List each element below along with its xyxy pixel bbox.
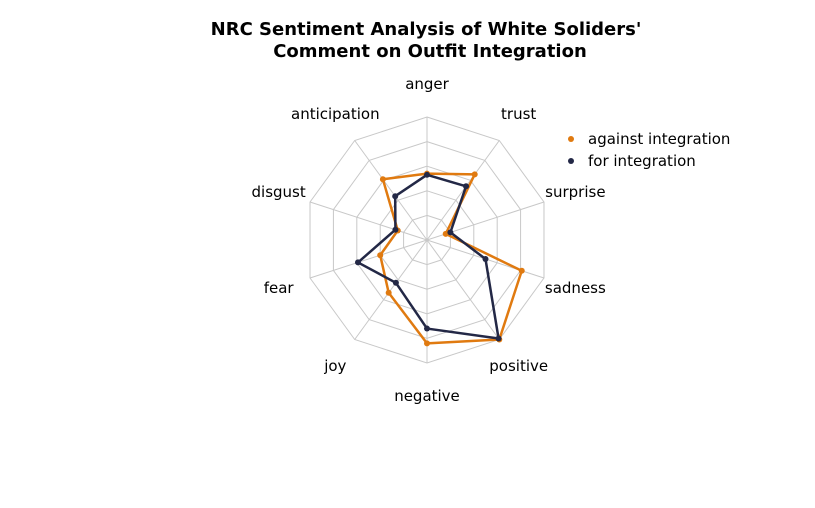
point-for-integration-trust xyxy=(463,183,470,190)
point-against-integration-sadness xyxy=(518,267,525,274)
point-for-integration-negative xyxy=(424,325,430,332)
point-for-integration-joy xyxy=(392,279,399,286)
radar-axis-labels: anger trust surprise sadness positive negativ… xyxy=(252,75,606,405)
point-against-integration-joy xyxy=(385,289,392,296)
chart-title-line-1: NRC Sentiment Analysis of White Soliders… xyxy=(211,19,642,40)
spoke-positive xyxy=(426,239,500,340)
radar-grid xyxy=(309,116,545,364)
point-for-integration-anticipation xyxy=(392,193,399,200)
point-against-integration-trust xyxy=(471,171,478,178)
radar-series xyxy=(354,170,525,347)
spoke-trust xyxy=(426,140,500,241)
point-for-integration-fear xyxy=(354,259,361,266)
axis-label-anger: anger xyxy=(405,75,449,93)
axis-label-positive: positive xyxy=(489,357,548,375)
point-against-integration-negative xyxy=(424,340,430,347)
axis-label-joy: joy xyxy=(323,357,346,375)
axis-label-anticipation: anticipation xyxy=(291,105,380,123)
point-against-integration-fear xyxy=(377,252,384,259)
axis-label-surprise: surprise xyxy=(545,183,605,201)
axis-label-fear: fear xyxy=(264,279,295,297)
spoke-disgust xyxy=(309,201,428,241)
point-for-integration-disgust xyxy=(392,226,399,233)
spoke-fear xyxy=(309,239,428,279)
legend-label-for-integration: for integration xyxy=(588,152,696,170)
point-for-integration-surprise xyxy=(447,229,454,236)
spoke-anticipation xyxy=(354,140,428,241)
chart-title-line-2: Comment on Outfit Integration xyxy=(273,41,587,62)
legend-marker-for-integration xyxy=(568,158,574,164)
axis-label-sadness: sadness xyxy=(545,279,606,297)
point-against-integration-surprise xyxy=(442,230,449,237)
point-for-integration-positive xyxy=(495,335,502,342)
axis-label-trust: trust xyxy=(501,105,536,123)
legend: against integration for integration xyxy=(568,130,730,170)
legend-marker-against-integration xyxy=(568,136,574,142)
series-against-integration xyxy=(377,170,525,347)
series-for-integration xyxy=(354,171,502,342)
axis-label-negative: negative xyxy=(394,387,460,405)
point-for-integration-sadness xyxy=(482,256,489,262)
point-against-integration-anticipation xyxy=(379,176,386,183)
legend-label-against-integration: against integration xyxy=(588,130,730,148)
point-for-integration-anger xyxy=(424,171,430,178)
axis-label-disgust: disgust xyxy=(252,183,306,201)
spoke-joy xyxy=(354,239,428,340)
